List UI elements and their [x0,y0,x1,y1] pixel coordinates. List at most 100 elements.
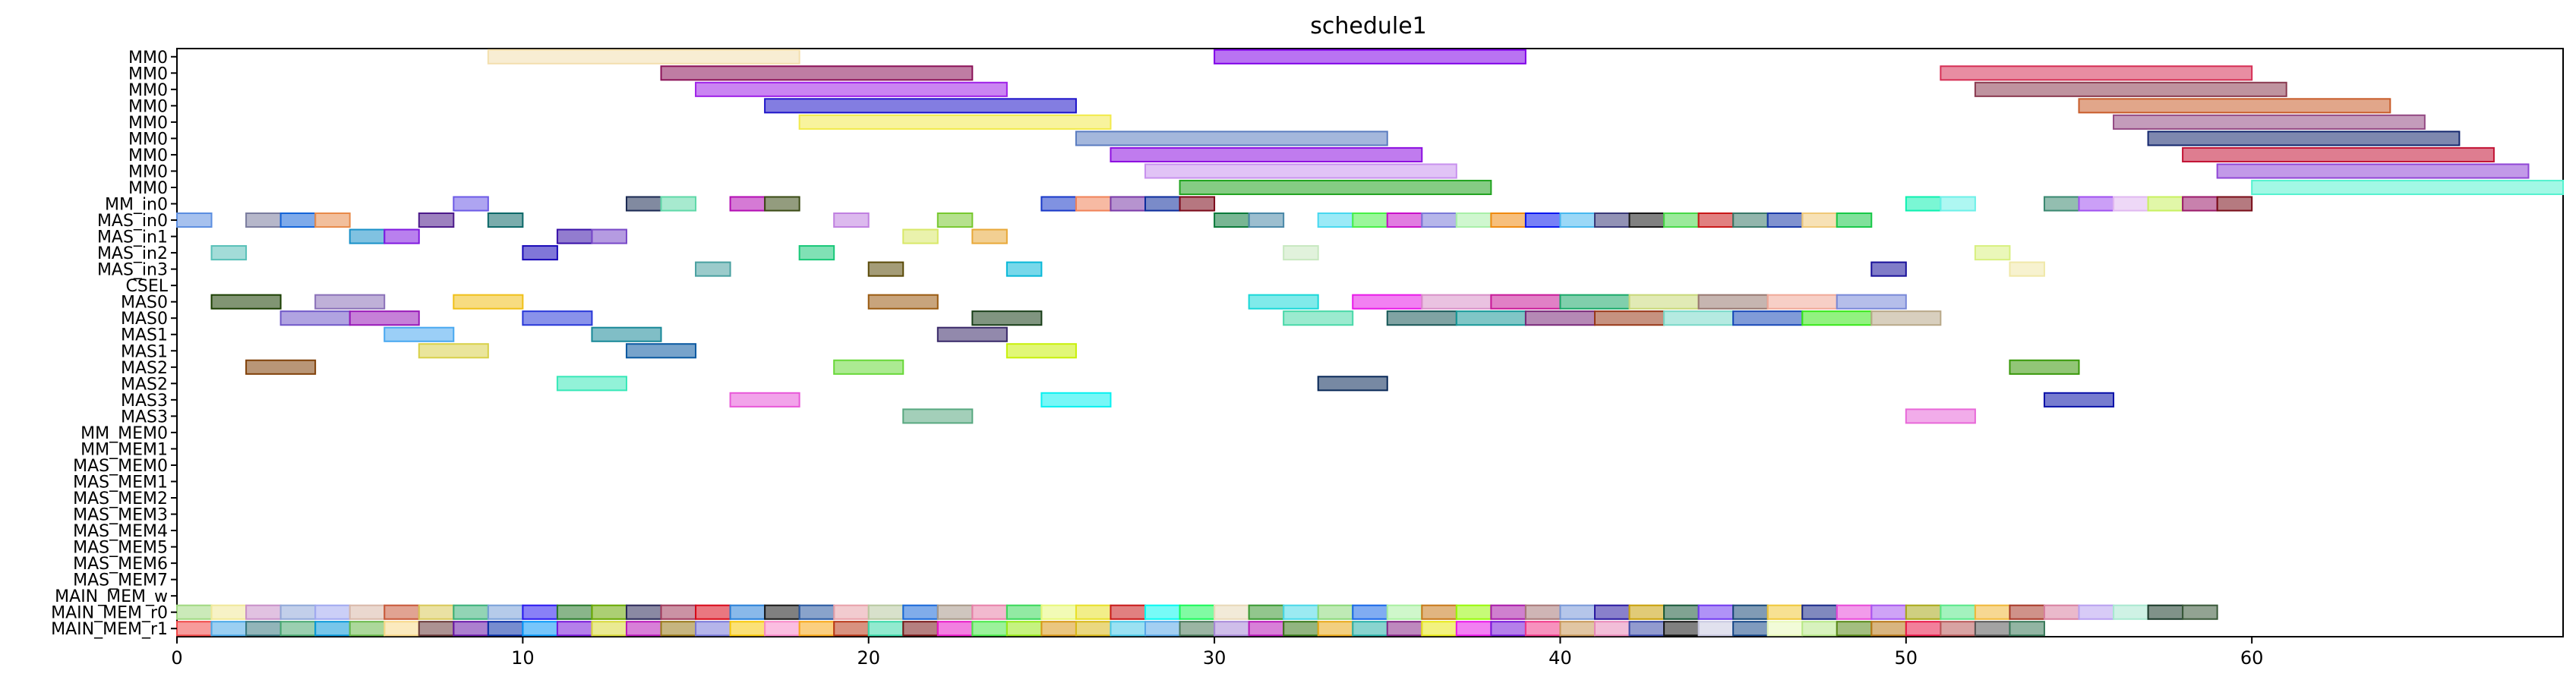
y-tick-label: MAS3 [121,408,168,426]
task-bar [1801,212,1838,228]
task-bar [2216,163,2530,179]
task-bar [1697,294,1769,310]
memory-bar [453,621,489,637]
memory-bar [418,604,455,620]
memory-bar [210,604,248,620]
task-bar [1317,212,1354,228]
task-bar [2078,98,2391,114]
memory-bar [1283,621,1319,637]
y-tick-label: MM_MEM1 [80,440,168,459]
y-tick-label: MM0 [128,114,168,133]
y-tick-label: MAS2 [121,375,168,394]
x-tick-label: 50 [1895,647,1918,669]
x-tick-label: 20 [857,647,880,669]
memory-bar [176,621,213,637]
y-tick-label: MAS_MEM4 [73,522,168,541]
task-bar [2113,196,2149,212]
task-bar [2009,359,2080,375]
y-tick-label: MM0 [128,97,168,116]
task-bar [1905,408,1976,424]
memory-bar [764,604,800,620]
task-bar [1974,245,2011,261]
memory-bar [1421,621,1457,637]
task-bar [798,114,1112,130]
x-tick-label: 0 [171,647,182,669]
memory-bar [349,621,386,637]
task-bar [1214,212,1250,228]
task-bar [487,49,800,65]
task-bar [867,294,939,310]
task-bar [1628,294,1700,310]
task-bar [1421,212,1457,228]
x-tick-label: 40 [1548,647,1572,669]
y-tick-label: MAS1 [121,342,168,361]
task-bar [1248,212,1285,228]
memory-bar [1766,604,1804,620]
memory-bar [1697,621,1735,637]
y-tick-label: MM0 [128,81,168,100]
task-bar [1040,196,1077,212]
y-tick-label: MAS_MEM6 [73,555,168,574]
memory-bar [833,621,870,637]
task-bar [453,294,524,310]
memory-bar [1075,621,1112,637]
task-bar [1144,163,1457,179]
task-bar [1455,310,1526,326]
task-bar [279,310,351,326]
task-bar [833,212,870,228]
y-tick-label: MAS0 [121,310,168,329]
task-bar [1940,65,2253,81]
task-bar [2182,196,2218,212]
memory-bar [2078,604,2115,620]
memory-bar [729,604,766,620]
memory-bar [936,621,974,637]
task-bar [1836,294,1907,310]
memory-bar [522,621,558,637]
memory-bar [1801,604,1838,620]
task-bar [522,245,558,261]
memory-bar [695,621,731,637]
task-bar [453,196,489,212]
memory-bar [1905,604,1942,620]
x-axis-ticks: 0 10 20 30 40 50 60 [171,637,2263,669]
task-bar [556,228,593,244]
task-bar [764,196,800,212]
memory-bar [453,604,489,620]
y-tick-label: MAS2 [121,359,168,378]
memory-bar [1870,604,1907,620]
task-bar [1870,310,1942,326]
task-bar [971,310,1043,326]
task-bar [625,343,697,359]
memory-bar [279,621,317,637]
memory-bar [591,621,627,637]
task-bar [245,359,317,375]
y-tick-label: MM0 [128,179,168,198]
task-bar [349,310,420,326]
memory-bar [1317,621,1354,637]
task-bar [2182,146,2495,162]
task-bar [1940,196,1976,212]
memory-bar [1144,621,1181,637]
y-tick-label: CSEL [126,277,169,296]
y-tick-label: MAS0 [121,294,168,313]
task-bar [1663,310,1735,326]
task-bar [314,212,351,228]
task-bar [1386,310,1457,326]
task-bar [1628,212,1665,228]
task-bar [1248,294,1319,310]
task-bar [1040,392,1112,408]
memory-bar [971,621,1008,637]
memory-bar [1732,621,1769,637]
task-bar [1836,212,1873,228]
y-axis-labels: MM0MM0MM0MM0MM0MM0MM0MM0MM0MM_in0MAS_in0… [51,49,177,639]
task-bar [522,310,593,326]
task-bar [1593,310,1665,326]
memory-bar [1905,621,1942,637]
memory-bar [1801,621,1838,637]
y-tick-label: MAIN_MEM_r1 [51,620,168,639]
bars-layer [176,49,2564,637]
memory-bar [1836,621,1873,637]
task-bar [2043,196,2080,212]
task-bar [1974,81,2287,97]
